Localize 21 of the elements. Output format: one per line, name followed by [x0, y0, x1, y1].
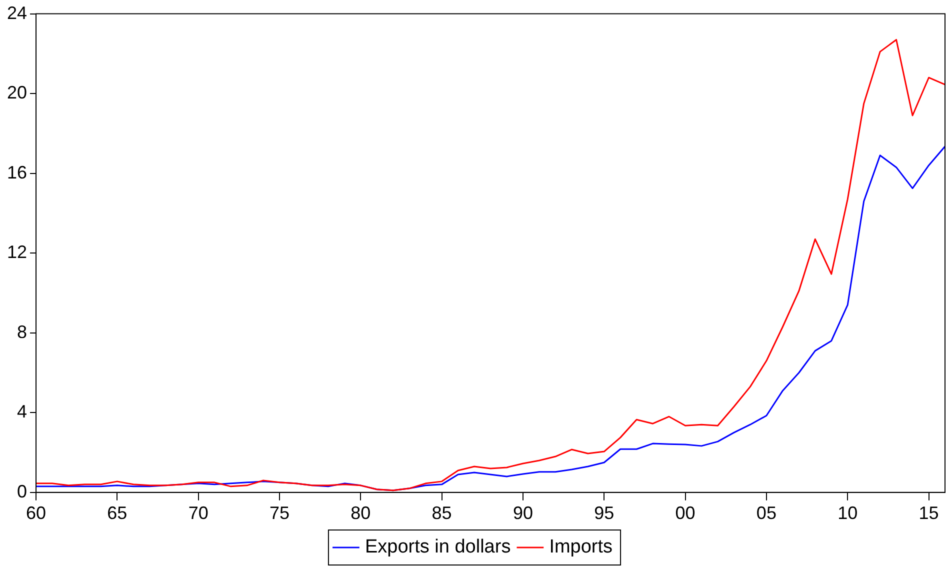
x-tick-label: 60 [26, 503, 46, 524]
x-tick-label: 80 [350, 503, 371, 524]
y-tick-label: 16 [6, 162, 28, 182]
legend-label: Exports in dollars [364, 536, 511, 558]
x-tick-label: 65 [107, 503, 128, 524]
x-tick-label: 05 [756, 503, 776, 524]
x-tick-label: 85 [432, 503, 452, 524]
y-tick-label: 24 [6, 2, 28, 23]
x-tick-label: 10 [838, 503, 858, 524]
y-tick-label: 0 [17, 481, 28, 502]
x-tick-label: 95 [594, 503, 614, 524]
legend-label: Imports [549, 536, 613, 558]
y-tick-label: 8 [17, 322, 28, 342]
x-tick-label: 15 [918, 503, 939, 524]
x-tick-label: 75 [269, 503, 290, 524]
y-tick-label: 4 [17, 402, 28, 422]
y-tick-label: 12 [6, 242, 28, 262]
x-tick-label: 90 [512, 503, 533, 524]
y-tick-label: 20 [6, 82, 28, 103]
x-tick-label: 70 [188, 503, 208, 524]
x-tick-label: 00 [675, 503, 696, 524]
